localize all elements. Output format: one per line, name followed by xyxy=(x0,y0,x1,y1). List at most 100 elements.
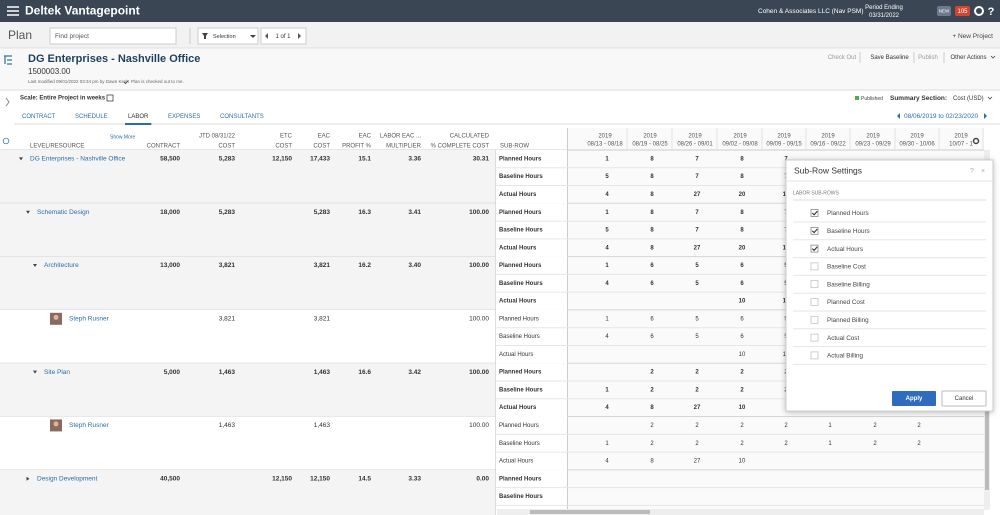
sub-row-option[interactable]: Actual Hours xyxy=(827,246,863,253)
sub-row-name-bg xyxy=(496,238,567,257)
tab[interactable]: CONTRACT xyxy=(22,114,56,120)
column-header: LABOR EAC ... xyxy=(380,134,421,140)
week-value: 8 xyxy=(650,405,654,411)
date-next[interactable] xyxy=(984,113,987,119)
tab[interactable]: LABOR xyxy=(128,114,149,120)
sub-row-checkbox[interactable] xyxy=(810,333,819,342)
project-action[interactable]: Publish xyxy=(918,55,938,61)
level-header: LEVEL/RESOURCE xyxy=(30,144,84,150)
row-label[interactable]: Site Plan xyxy=(44,369,70,376)
week-range: 08/26 - 09/01 xyxy=(677,142,713,148)
collapse-toggle[interactable] xyxy=(19,157,23,161)
help-icon[interactable]: ? xyxy=(988,6,995,18)
row-label[interactable]: Steph Rusner xyxy=(69,316,110,323)
project-name: DG Enterprises - Nashville Office xyxy=(28,53,200,65)
expand-toggle[interactable] xyxy=(26,476,30,481)
summary-value[interactable]: Cost (USD) xyxy=(953,96,984,102)
pager-prev[interactable] xyxy=(265,33,268,39)
sub-row-option[interactable]: Baseline Cost xyxy=(827,264,866,271)
week-value: 2 xyxy=(784,441,788,447)
cancel-button[interactable] xyxy=(941,390,987,407)
row-cell: 12,150 xyxy=(272,475,292,482)
pager-next[interactable] xyxy=(298,33,301,39)
row-label[interactable]: Steph Rusner xyxy=(69,422,110,429)
settings-icon[interactable] xyxy=(974,6,984,16)
dialog-help[interactable]: ? xyxy=(970,168,974,175)
week-value: 8 xyxy=(650,156,654,162)
date-range[interactable]: 08/06/2019 to 02/23/2020 xyxy=(904,113,978,120)
selection-dropdown[interactable] xyxy=(197,27,259,45)
tab[interactable]: EXPENSES xyxy=(168,114,200,120)
grid-settings-icon[interactable] xyxy=(972,137,980,145)
week-year: 2019 xyxy=(688,134,702,140)
sub-row-option[interactable]: Actual Billing xyxy=(827,353,864,360)
sub-row-name: Baseline Hours xyxy=(499,174,543,180)
sub-row-option[interactable]: Planned Billing xyxy=(827,317,869,324)
row-label[interactable]: DG Enterprises - Nashville Office xyxy=(30,156,126,163)
search-box[interactable] xyxy=(49,27,177,45)
menu-icon[interactable] xyxy=(7,6,19,16)
sub-row-checkbox[interactable] xyxy=(810,226,819,235)
column-header: JTD 08/31/22 xyxy=(199,134,236,140)
project-header xyxy=(0,49,1000,90)
row-cell: 1,463 xyxy=(314,422,331,429)
collapse-toggle[interactable] xyxy=(33,264,37,268)
tree-icon[interactable] xyxy=(4,55,12,65)
tab[interactable]: CONSULTANTS xyxy=(220,114,264,120)
sub-row-checkbox[interactable] xyxy=(810,351,819,360)
show-more[interactable]: Show More xyxy=(110,134,136,140)
sub-row-checkbox[interactable] xyxy=(810,244,819,253)
sub-row-checkbox[interactable] xyxy=(810,262,819,271)
row-cell: 18,000 xyxy=(160,209,180,216)
row-label[interactable]: Architecture xyxy=(44,262,79,269)
collapse-toggle[interactable] xyxy=(26,210,30,214)
notification-count[interactable]: 105 xyxy=(957,9,968,15)
sub-row-option[interactable]: Planned Cost xyxy=(827,299,865,306)
tab[interactable]: SCHEDULE xyxy=(75,114,108,120)
checkmark xyxy=(811,228,818,234)
collapse-toggle[interactable] xyxy=(33,370,37,374)
sub-row-option[interactable]: Actual Cost xyxy=(827,335,859,342)
week-value: 10 xyxy=(739,405,746,411)
edit-scale-icon[interactable] xyxy=(106,94,114,102)
info-icon[interactable] xyxy=(2,137,10,145)
sub-row-checkbox[interactable] xyxy=(810,298,819,306)
sub-row-option[interactable]: Planned Hours xyxy=(827,210,869,217)
row-cell: 12,150 xyxy=(272,156,292,163)
date-prev[interactable] xyxy=(897,113,900,119)
horizontal-scroll-thumb[interactable] xyxy=(530,510,650,514)
row-cell: 3,821 xyxy=(219,316,236,323)
project-action[interactable]: Check Out xyxy=(828,55,857,61)
project-action[interactable]: Other Actions xyxy=(950,55,986,61)
published-dot xyxy=(855,96,859,100)
project-action[interactable]: Save Baseline xyxy=(870,55,909,61)
checkmark xyxy=(811,246,818,252)
sub-row-checkbox[interactable] xyxy=(810,209,819,217)
dialog-close[interactable]: × xyxy=(981,168,985,175)
period-date[interactable]: 03/31/2022 xyxy=(869,13,900,19)
sub-row-option[interactable]: Baseline Hours xyxy=(827,228,870,235)
row-label[interactable]: Schematic Design xyxy=(37,209,90,216)
sub-row-checkbox[interactable] xyxy=(810,315,819,324)
week-value: 1 xyxy=(605,156,609,162)
week-value: 10 xyxy=(739,459,746,465)
plan-grid: Show More LEVEL/RESOURCE CONTRACT JTD 08/31… xyxy=(0,128,984,515)
sub-row-name: Planned Hours xyxy=(499,156,542,162)
apply-button[interactable] xyxy=(892,391,936,406)
column-header: CALCULATED xyxy=(450,134,490,140)
sub-row-name-bg xyxy=(496,185,567,204)
new-badge[interactable]: NEW xyxy=(939,9,950,14)
side-panel-toggle[interactable] xyxy=(5,97,10,107)
sub-row-option[interactable]: Baseline Billing xyxy=(827,281,870,288)
pager[interactable] xyxy=(260,27,307,45)
sub-row-name-bg xyxy=(496,452,567,470)
week-value: 8 xyxy=(740,156,744,162)
company[interactable]: Cohen & Associates LLC (Nav PSM) xyxy=(758,8,864,15)
sub-row-checkbox[interactable] xyxy=(810,280,819,289)
horizontal-scrollbar[interactable] xyxy=(497,509,984,515)
vertical-scroll-thumb[interactable] xyxy=(985,410,989,490)
row-label[interactable]: Design Development xyxy=(37,475,98,482)
row-cell: 3,821 xyxy=(219,262,236,269)
new-project[interactable]: + New Project xyxy=(952,33,993,40)
sub-row-name-bg xyxy=(496,487,567,506)
